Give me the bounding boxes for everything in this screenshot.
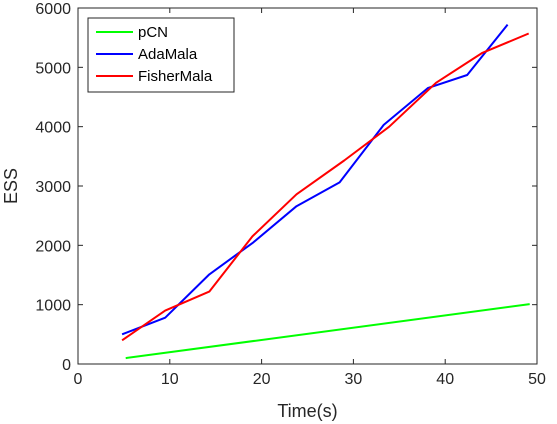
- series-layer: [121, 23, 530, 360]
- y-tick-label: 4000: [35, 120, 71, 137]
- tick-labels: 0 10 20 30 40 50 0 1000 2000 3000 4000 5000 6000: [35, 1, 546, 388]
- tick-marks: [77, 7, 538, 365]
- x-axis-label: Time(s): [277, 401, 337, 421]
- y-tick-label: 6000: [35, 1, 71, 18]
- y-tick-label: 3000: [35, 179, 71, 196]
- y-axis-label: ESS: [1, 168, 21, 204]
- series-line-pcn: [125, 303, 530, 360]
- x-tick-label: 30: [345, 371, 363, 388]
- x-tick-label: 10: [161, 371, 179, 388]
- series-line-fishermala: [121, 32, 530, 342]
- legend-label-pcn: pCN: [138, 24, 168, 41]
- y-tick-label: 5000: [35, 60, 71, 77]
- y-tick-label: 0: [62, 357, 71, 374]
- x-tick-label: 50: [528, 371, 546, 388]
- legend: pCN AdaMala FisherMala: [87, 17, 235, 93]
- legend-label-adamala: AdaMala: [138, 46, 198, 63]
- series-line-adamala: [121, 23, 509, 336]
- y-tick-label: 2000: [35, 238, 71, 255]
- y-tick-label: 1000: [35, 298, 71, 315]
- x-tick-label: 0: [74, 371, 83, 388]
- x-tick-label: 40: [436, 371, 454, 388]
- legend-label-fishermala: FisherMala: [138, 68, 213, 85]
- x-tick-label: 20: [253, 371, 271, 388]
